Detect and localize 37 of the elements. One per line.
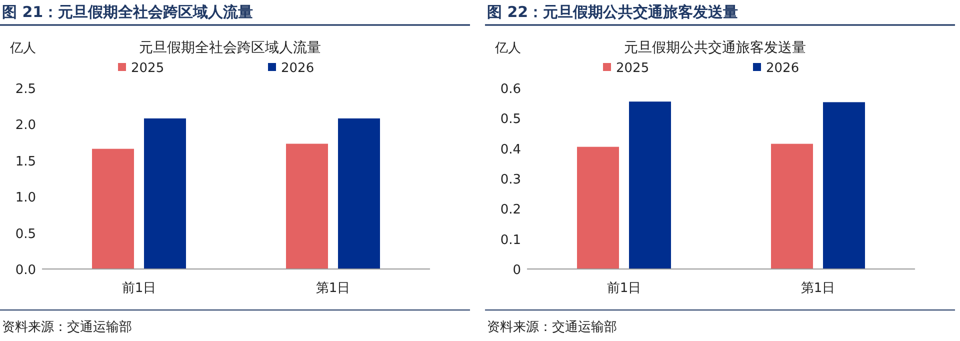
y-axis-title: 亿人 — [9, 41, 36, 56]
bar — [629, 102, 671, 269]
y-tick-label: 0.0 — [15, 263, 36, 278]
y-tick-label: 2.5 — [15, 82, 36, 97]
bar — [577, 146, 619, 269]
y-tick-label: 0.4 — [500, 142, 521, 158]
x-tick-label: 前1日 — [606, 281, 642, 296]
bar — [144, 118, 186, 269]
legend-label: 2025 — [616, 61, 650, 76]
bar — [823, 102, 865, 269]
chart-subtitle: 元旦假期公共交通旅客发送量 — [624, 40, 806, 56]
legend-label: 2026 — [281, 61, 314, 76]
y-tick-label: 0.1 — [500, 232, 521, 248]
y-tick-label: 0.5 — [15, 226, 36, 242]
chart-title: 图 21：元旦假期全社会跨区域人流量 — [2, 3, 254, 21]
y-tick-label: 0 — [512, 263, 521, 278]
y-tick-label: 0.6 — [500, 82, 521, 97]
bar — [771, 144, 813, 269]
x-tick-label: 前1日 — [122, 281, 156, 296]
legend-label: 2026 — [766, 61, 800, 76]
chart-title: 图 22：元旦假期公共交通旅客发送量 — [487, 3, 738, 21]
y-tick-label: 1.0 — [15, 190, 36, 206]
bar — [286, 144, 328, 269]
y-tick-label: 2.0 — [15, 118, 36, 134]
y-tick-label: 1.5 — [15, 154, 36, 170]
bar — [338, 118, 380, 269]
chart-subtitle: 元旦假期全社会跨区域人流量 — [139, 40, 321, 56]
text: 资料来源：交通运输部 — [487, 319, 617, 335]
x-tick-label: 第1日 — [316, 281, 350, 296]
legend-label: 2025 — [131, 61, 164, 76]
y-tick-label: 0.2 — [500, 202, 521, 218]
bar — [92, 148, 134, 269]
text: 资料来源：交通运输部 — [2, 319, 132, 335]
y-axis-title: 亿人 — [494, 41, 521, 56]
x-tick-label: 第1日 — [800, 281, 836, 296]
y-tick-label: 0.3 — [500, 172, 521, 188]
y-tick-label: 0.5 — [500, 112, 521, 128]
